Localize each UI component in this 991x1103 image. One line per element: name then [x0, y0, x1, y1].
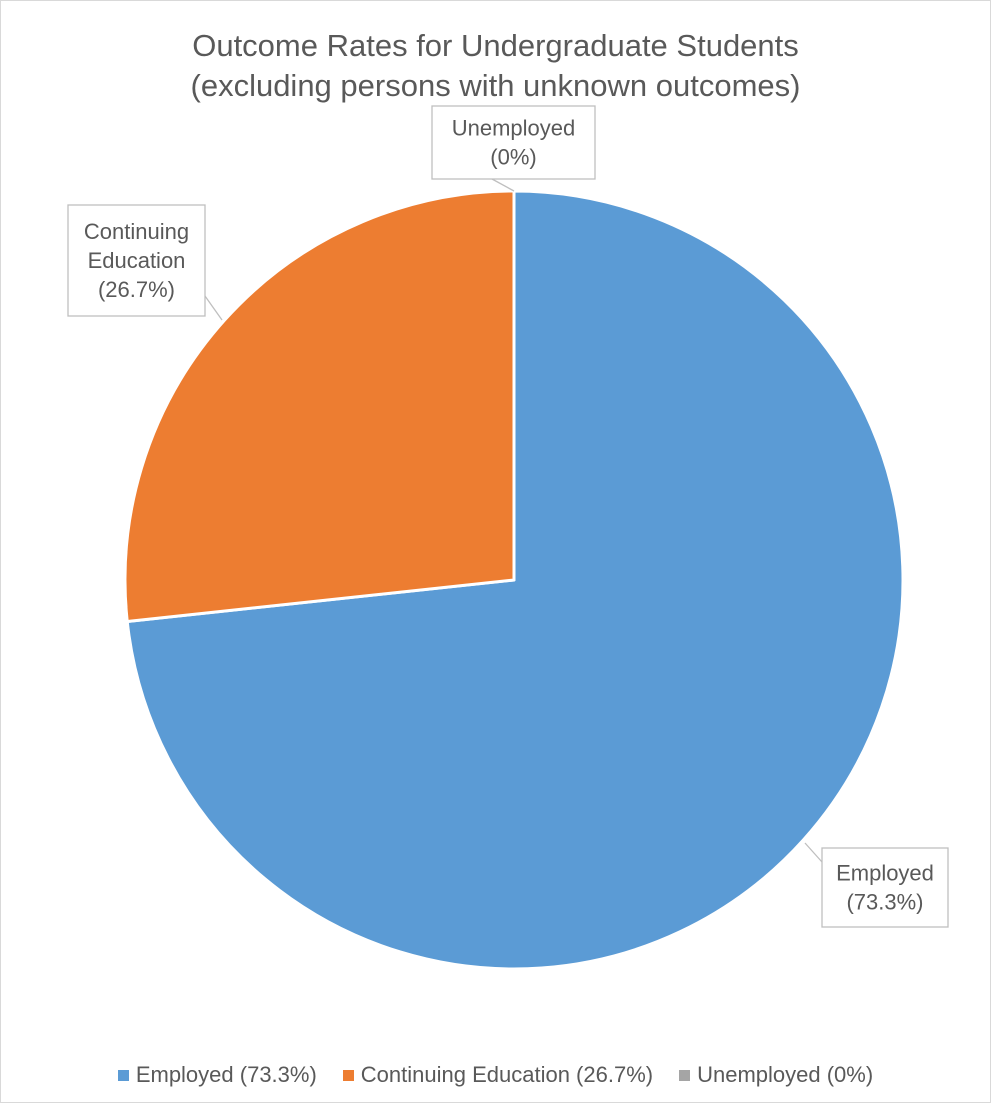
legend-swatch-unemployed	[679, 1069, 691, 1081]
leader-line-employed	[804, 842, 823, 863]
data-label-continuing-education-line-1: Continuing	[84, 219, 189, 244]
data-label-box-employed	[821, 847, 949, 928]
legend-item-continuing-education[interactable]: Continuing Education (26.7%)	[342, 1062, 654, 1088]
chart-title-line-2: (excluding persons with unknown outcomes…	[190, 68, 801, 103]
legend-swatch-employed	[117, 1069, 129, 1081]
leader-line-unemployed	[491, 178, 515, 192]
pie-slice-continuing-education[interactable]	[123, 189, 516, 623]
data-label-continuing-education-line-3: (26.7%)	[98, 277, 175, 302]
legend-item-employed[interactable]: Employed (73.3%)	[117, 1062, 317, 1088]
data-label-unemployed-line-2: (0%)	[490, 145, 536, 170]
data-label-box-unemployed	[431, 105, 596, 180]
legend-swatch-continuing-education	[342, 1069, 354, 1081]
leader-line-continuing-education	[204, 295, 223, 321]
legend-item-unemployed[interactable]: Unemployed (0%)	[679, 1062, 873, 1088]
chart-title-line-1: Outcome Rates for Undergraduate Students	[192, 28, 799, 63]
legend-label-continuing-education: Continuing Education (26.7%)	[360, 1062, 654, 1087]
legend: Employed (73.3%) Continuing Education (2…	[0, 1062, 991, 1088]
legend-label-unemployed: Unemployed (0%)	[697, 1062, 874, 1087]
data-label-unemployed-line-1: Unemployed	[452, 116, 576, 141]
data-label-box-continuing-education	[67, 204, 206, 317]
data-label-employed-line-1: Employed	[836, 861, 934, 886]
data-label-continuing-education-line-2: Education	[88, 248, 186, 273]
legend-label-employed: Employed (73.3%)	[135, 1062, 317, 1087]
chart-title: Outcome Rates for Undergraduate Students…	[0, 26, 991, 106]
data-label-employed-line-2: (73.3%)	[846, 890, 923, 915]
